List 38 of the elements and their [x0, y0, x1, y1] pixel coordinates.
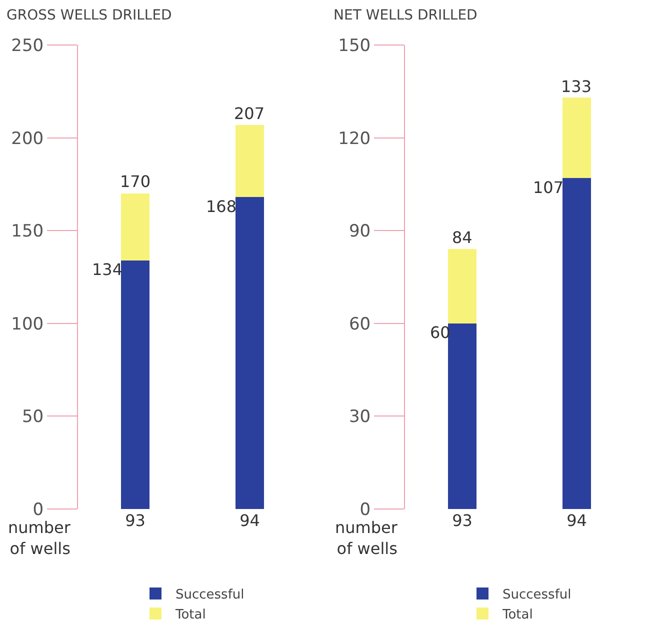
y-tick-label: 150 [338, 36, 371, 56]
x-tick-label: 93 [125, 511, 146, 530]
y-tick-label: 0 [32, 500, 44, 520]
x-axis-title: number of wells [8, 518, 71, 558]
chart-title: NET WELLS DRILLED [334, 7, 478, 24]
legend-label: Successful [176, 588, 244, 603]
x-axis-title: number of wells [335, 518, 398, 558]
bar [448, 249, 477, 324]
legend-label: Successful [502, 588, 572, 603]
y-tick-label: 30 [348, 407, 371, 428]
data-label: 168 [206, 197, 237, 216]
legend-label: Total [174, 608, 206, 623]
y-tick-label: 60 [348, 314, 371, 334]
total-label: 170 [120, 172, 151, 191]
y-tick-label: 150 [11, 222, 44, 242]
x-tick-label: 94 [566, 511, 587, 530]
y-tick-label: 200 [11, 128, 44, 149]
bar [120, 260, 150, 509]
y-tick-label: 120 [338, 128, 371, 149]
bar [235, 124, 264, 198]
total-label: 84 [452, 228, 472, 247]
y-tick-label: 90 [348, 222, 371, 242]
bar [562, 98, 592, 178]
y-tick-label: 50 [22, 407, 44, 428]
bar [562, 178, 592, 509]
x-tick-label: 93 [452, 511, 472, 530]
total-label: 207 [234, 104, 265, 123]
bar [120, 193, 150, 260]
y-tick-label: 0 [360, 500, 371, 520]
x-tick-label: 94 [240, 511, 260, 530]
legend-label: Total [502, 608, 533, 623]
bar [448, 323, 477, 509]
data-label: 107 [533, 178, 564, 197]
total-label: 133 [561, 77, 592, 96]
y-tick-label: 250 [11, 36, 44, 56]
chart-title: GROSS WELLS DRILLED [6, 7, 172, 24]
y-tick-label: 100 [11, 314, 44, 334]
bar [235, 197, 264, 509]
